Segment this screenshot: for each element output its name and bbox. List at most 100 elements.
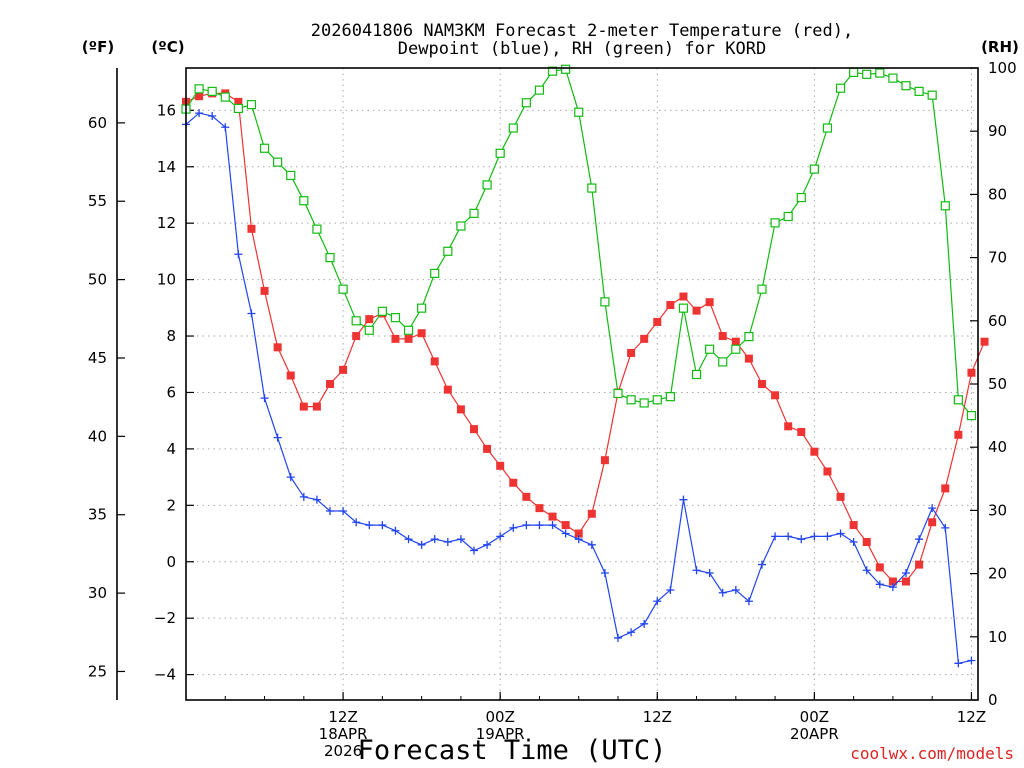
dewpoint-point [339,506,348,515]
2-meter-temperature-point [509,478,518,487]
celsius-tick-label: −2 [154,609,176,627]
2-meter-temperature-point [417,329,426,338]
2-meter-temperature-point [849,521,858,530]
dewpoint-point [326,506,334,515]
rh-point [835,83,846,93]
celsius-tick-label: 2 [166,496,176,514]
rh-point [652,395,662,405]
2-meter-temperature-point [731,337,740,346]
dewpoint-point [758,560,766,569]
dewpoint-point [443,538,452,546]
2-meter-temperature-point [430,357,439,366]
fahrenheit-tick-label: 35 [88,506,107,524]
rh-point [561,64,571,74]
rh-tick-label: 70 [988,249,1007,267]
dewpoint-point [967,656,976,665]
rh-point [901,81,911,91]
x-axis-title: Forecast Time (UTC) [358,735,667,766]
rh-point [966,411,977,421]
dewpoint-point [247,309,256,318]
rh-point [809,164,819,174]
dewpoint-point [496,532,505,541]
rh-point [482,180,492,190]
dewpoint-point [653,597,662,606]
2-meter-temperature-point [260,286,269,295]
dewpoint-point [875,580,884,589]
2-meter-temperature-point [744,354,753,363]
rh-tick-label: 40 [988,438,1007,456]
2-meter-temperature-point [339,365,348,374]
2-meter-temperature-point [574,529,583,538]
rh-point [613,388,623,399]
celsius-axis: −4 −2 0 2 4 6 8 10 12 14 16 [154,101,194,684]
rh-point [783,211,793,222]
dewpoint-point [902,569,910,578]
2-meter-temperature-line [185,92,986,583]
time-tick-label: 12Z [328,708,357,726]
2-meter-temperature-point [810,447,819,456]
dewpoint-line [185,112,972,665]
celsius-tick-label: −4 [154,666,176,684]
dewpoint-point [888,583,897,592]
2-meter-temperature-point [941,484,950,493]
2-meter-temperature-point [456,405,465,414]
2-meter-temperature-point [352,332,361,341]
rh-point [220,92,230,102]
rh-point [875,68,885,78]
fahrenheit-tick-label: 45 [88,349,107,367]
dewpoint-point [312,495,321,504]
2-meter-temperature-point [561,521,570,530]
2-meter-temperature-point [483,444,492,453]
rh-point [665,392,675,402]
rh-point [940,201,950,211]
dewpoint-point [470,546,478,555]
rh-point [495,148,505,158]
fahrenheit-tick-label: 25 [88,662,107,680]
rh-tick-label: 50 [988,375,1007,393]
dewpoint-point [954,659,963,668]
dewpoint-point [404,535,413,544]
rh-point [691,369,702,380]
rh-tick-label: 30 [988,501,1007,519]
fahrenheit-tick-label: 50 [88,271,107,289]
time-tick-label: 20APR [790,725,839,743]
2-meter-temperature-point [600,456,609,465]
fahrenheit-tick-label: 60 [88,114,107,132]
dewpoint-point [784,532,793,541]
rh-point [534,85,545,95]
2-meter-temperature-point [640,334,649,343]
2-meter-temperature-point [443,385,452,394]
dewpoint-point [849,538,858,546]
2-meter-temperature-point [784,422,793,431]
2-meter-temperature-point [679,292,688,301]
dewpoint-point [456,535,465,544]
rh-point [390,313,401,323]
2-meter-temperature-point [862,538,871,546]
2-meter-temperature-point [705,298,714,307]
2-meter-temperature-point [980,337,989,346]
rh-point [299,196,309,206]
time-tick-label: 2026 [324,742,362,760]
dewpoint-point [561,529,570,538]
dewpoint-point [286,473,295,482]
dewpoint-point [221,123,230,132]
rh-point [822,123,833,133]
rh-point [417,303,427,313]
celsius-tick-label: 16 [157,101,176,119]
dewpoint-point [522,521,531,530]
2-meter-temperature-point [928,518,937,527]
dewpoint-point [208,111,217,120]
rh-point [888,73,898,83]
2-meter-temperature-point [771,391,780,400]
dewpoint-point [797,535,806,544]
celsius-tick-label: 8 [166,327,176,345]
dewpoint-point [941,523,950,532]
dewpoint-point [915,535,924,544]
dewpoint-point [627,628,636,637]
2-meter-temperature-point [692,306,701,315]
data-series [181,64,989,668]
rh-point [705,344,715,354]
dewpoint-point [836,529,845,538]
rh-point [364,325,374,335]
